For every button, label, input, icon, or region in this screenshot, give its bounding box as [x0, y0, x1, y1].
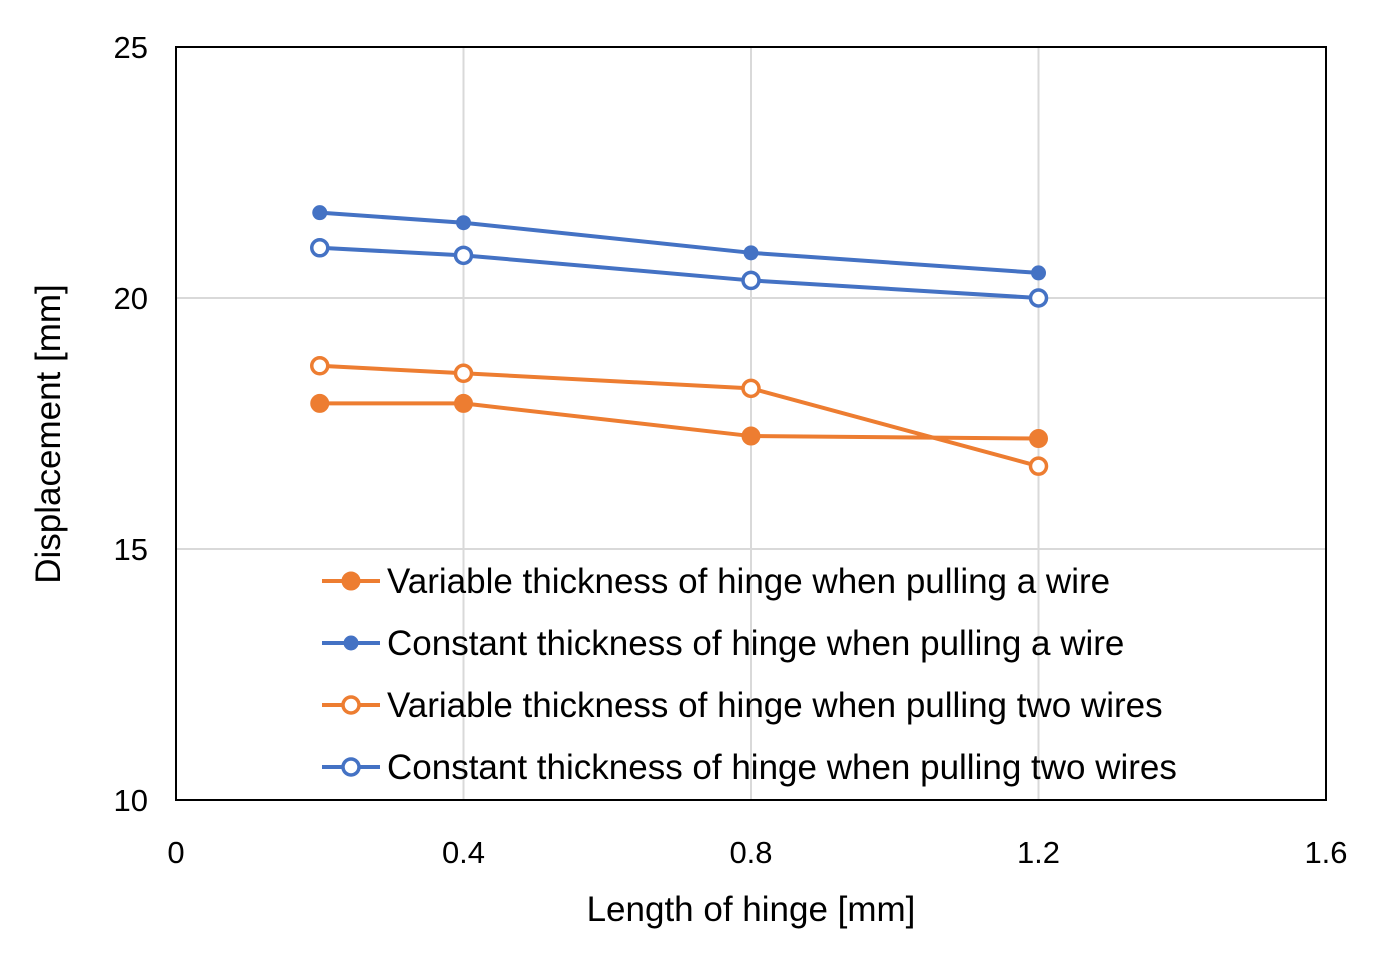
data-point	[1028, 456, 1049, 476]
x-tick-label: 0	[167, 835, 184, 870]
legend-label: Variable thickness of hinge when pulling…	[387, 562, 1110, 601]
data-point	[310, 393, 330, 413]
x-tick-label: 0.8	[729, 835, 772, 870]
data-point	[312, 205, 328, 221]
legend-item: Variable thickness of hinge when pulling…	[322, 562, 1110, 601]
plot-area-border	[175, 46, 1327, 801]
data-point	[310, 356, 330, 376]
data-point	[1029, 429, 1048, 449]
series-line	[319, 210, 1039, 275]
data-point	[310, 238, 330, 258]
legend-swatch-marker	[343, 635, 359, 651]
legend: Variable thickness of hinge when pulling…	[322, 562, 1177, 787]
data-point	[454, 393, 473, 413]
y-axis-ticks: 10 15 20 25	[114, 30, 148, 818]
data-point	[456, 215, 471, 231]
data-point	[453, 363, 474, 384]
data-point	[741, 426, 761, 446]
legend-item: Constant thickness of hinge when pulling…	[322, 624, 1124, 663]
series-line	[319, 245, 1039, 300]
data-point	[453, 245, 474, 266]
legend-label: Constant thickness of hinge when pulling…	[387, 624, 1124, 663]
legend-label: Constant thickness of hinge when pulling…	[387, 748, 1177, 787]
legend-item: Variable thickness of hinge when pulling…	[322, 686, 1163, 725]
series-layer	[310, 205, 1049, 476]
y-tick-label: 10	[114, 783, 148, 818]
y-tick-label: 20	[114, 281, 148, 316]
grid	[176, 47, 1326, 800]
data-point	[741, 270, 761, 291]
x-tick-label: 0.4	[442, 835, 485, 870]
series-line	[319, 363, 1040, 469]
y-axis-title: Displacement [mm]	[29, 284, 68, 584]
data-point	[741, 378, 761, 399]
series-4	[310, 238, 1049, 308]
series-line	[319, 401, 1039, 441]
legend-label: Variable thickness of hinge when pulling…	[387, 686, 1163, 725]
y-tick-label: 25	[114, 30, 148, 65]
data-point	[1031, 265, 1046, 281]
data-point	[1028, 288, 1049, 308]
series-2	[312, 205, 1046, 281]
y-tick-label: 15	[114, 532, 148, 567]
legend-swatch-marker	[341, 571, 361, 591]
x-axis-title: Length of hinge [mm]	[587, 890, 916, 929]
x-tick-label: 1.2	[1017, 835, 1060, 870]
legend-item: Constant thickness of hinge when pulling…	[322, 748, 1177, 787]
series-3	[310, 356, 1049, 476]
data-point	[743, 245, 759, 261]
series-1	[310, 393, 1048, 449]
x-axis-ticks: 0 0.4 0.8 1.2 1.6	[167, 835, 1347, 870]
x-tick-label: 1.6	[1304, 835, 1347, 870]
legend-swatch-marker	[341, 695, 361, 715]
legend-swatch-marker	[341, 757, 361, 777]
